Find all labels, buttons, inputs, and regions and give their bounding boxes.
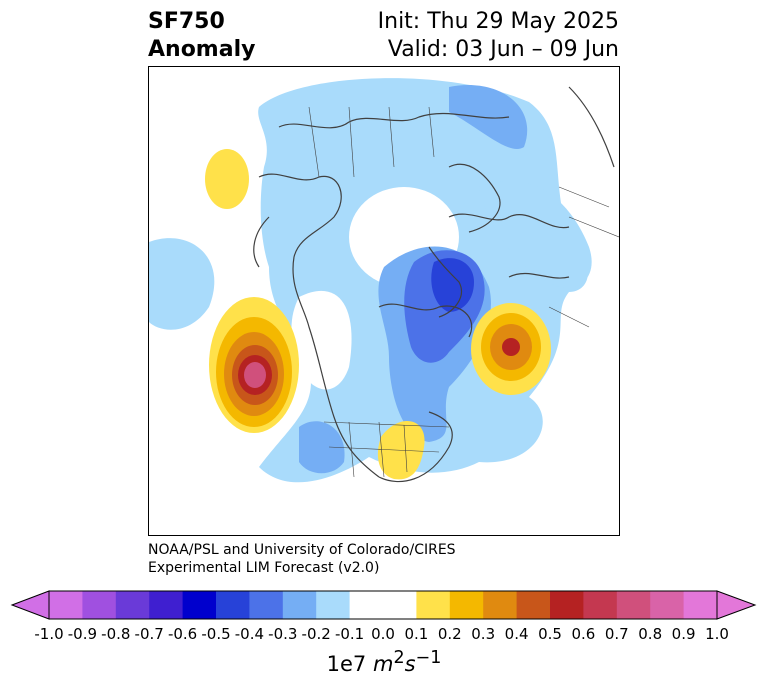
colorbar-tick-label: 0.5	[538, 625, 562, 643]
credit-line-2: Experimental LIM Forecast (v2.0)	[148, 560, 380, 576]
neutral-zone-canada	[291, 290, 352, 390]
positive-anomaly-atlantic-core	[502, 338, 520, 356]
colorbar-tick-label: 0.7	[604, 625, 629, 643]
colorbar-tick-label: 1.0	[705, 625, 729, 643]
positive-anomaly-pacific-north	[205, 149, 249, 209]
credit-line-1: NOAA/PSL and University of Colorado/CIRE…	[148, 542, 456, 558]
colorbar-segment	[616, 591, 651, 619]
colorbar-tick-label: 0.3	[471, 625, 496, 643]
colorbar-tick-label: 0.2	[437, 625, 462, 643]
colorbar-tick-label: -0.2	[301, 625, 331, 643]
colorbar-tick-label: -0.4	[234, 625, 265, 643]
colorbar-tick-label: 0.4	[504, 625, 529, 643]
init-date-label: Init: Thu 29 May 2025	[377, 9, 619, 34]
colorbar-segment	[216, 591, 250, 619]
negative-anomaly-west	[149, 238, 215, 330]
units-sup2: −1	[415, 648, 442, 668]
valid-date-label: Valid: 03 Jun – 09 Jun	[387, 37, 619, 62]
colorbar-tick-label: 0.0	[371, 625, 395, 643]
colorbar-segment	[550, 591, 584, 619]
negative-anomaly-ne	[479, 180, 592, 288]
negative-anomaly-us	[299, 421, 345, 474]
colorbar-segment	[115, 591, 150, 619]
negative-anomaly-core-inner	[431, 258, 474, 312]
colorbar-tick-label: 0.1	[404, 625, 429, 643]
units-var: m	[372, 652, 394, 676]
colorbar-tick-label: -0.7	[134, 625, 164, 643]
colorbar-border	[48, 590, 718, 620]
colorbar-segment	[249, 591, 284, 619]
colorbar-segment	[49, 591, 83, 619]
colorbar-segment	[416, 591, 451, 619]
colorbar-tick-label: -0.6	[167, 625, 198, 643]
colorbar-segment	[583, 591, 618, 619]
colorbar-tick-label: -1.0	[34, 625, 64, 643]
positive-anomaly-pacific-core	[244, 362, 266, 388]
title-variable: SF750	[148, 9, 225, 34]
colorbar-tick-label: 0.6	[571, 625, 596, 643]
colorbar-segment	[149, 591, 184, 619]
colorbar-extend-low	[10, 590, 50, 620]
colorbar-tick-label: -0.3	[268, 625, 298, 643]
colorbar-segment	[316, 591, 351, 619]
colorbar-units: 1e7 m2s−1	[327, 648, 442, 676]
political-borders	[308, 106, 619, 478]
units-sup1: 2	[393, 648, 405, 668]
forecast-dates: Init: Thu 29 May 2025 Valid: 03 Jun – 09…	[378, 8, 619, 64]
colorbar-segment	[383, 591, 417, 619]
colorbar-tick-label: -0.5	[201, 625, 231, 643]
colorbar-tick-label: -0.9	[67, 625, 98, 643]
units-s: s	[404, 652, 416, 676]
colorbar-segment	[516, 591, 551, 619]
colorbar	[10, 590, 757, 620]
colorbar-segment	[182, 591, 217, 619]
colorbar-tick-label: -0.1	[334, 625, 365, 643]
colorbar-segment	[650, 591, 685, 619]
units-base: 1e7	[326, 652, 367, 676]
colorbar-segment	[683, 591, 718, 619]
colorbar-tick-label: -0.8	[101, 625, 131, 643]
colorbar-segment	[449, 591, 484, 619]
colorbar-segment	[282, 591, 317, 619]
title-type: Anomaly	[148, 37, 256, 62]
map-panel	[148, 66, 620, 536]
colorbar-tick-label: 0.9	[671, 625, 696, 643]
colorbar-extend-high	[716, 590, 757, 620]
colorbar-tick-label: 0.8	[638, 625, 663, 643]
colorbar-segment	[82, 591, 117, 619]
colorbar-segment	[483, 591, 518, 619]
map-title: SF750 Anomaly	[148, 8, 255, 64]
anomaly-map	[149, 78, 619, 483]
colorbar-segment	[349, 591, 384, 619]
credit-text: NOAA/PSL and University of Colorado/CIRE…	[148, 541, 456, 577]
